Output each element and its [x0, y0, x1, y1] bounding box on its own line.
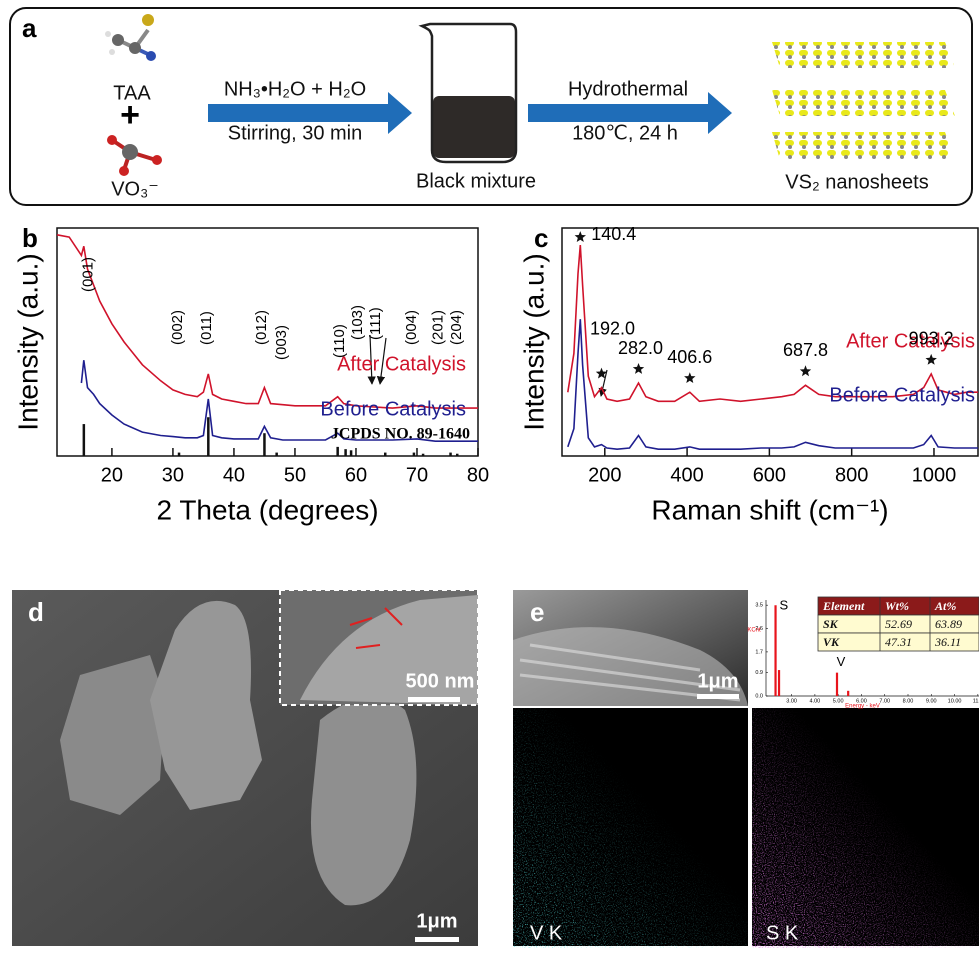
y-axis-title: KCnt [747, 628, 761, 634]
table-cell: 63.89 [935, 617, 962, 631]
vo3-molecule [107, 135, 162, 176]
figure: a TAA + VO₃⁻ NH₃•H₂O + H₂O Stirring, 30 … [0, 0, 979, 958]
y-tick-label: 1.7 [755, 649, 763, 655]
y-axis-title: Intensity (a.u.) [12, 253, 43, 430]
peak-label: (204) [448, 310, 465, 345]
peak-label: 192.0 [590, 318, 635, 338]
reactant: VO₃⁻ [111, 178, 159, 200]
x-tick-label: 40 [223, 464, 245, 486]
x-tick-label: 5.00 [833, 698, 844, 704]
x-tick-label: 3.00 [786, 698, 797, 704]
scale-label: 1μm [416, 910, 457, 932]
panel-label: e [530, 597, 544, 627]
x-tick-label: 80 [467, 464, 489, 486]
peak-star [926, 354, 937, 365]
table-header: Wt% [885, 599, 909, 613]
nanosheets [772, 42, 955, 160]
panel-label: c [534, 223, 548, 253]
peak-label: 993.2 [909, 329, 954, 349]
step-condition: 180℃, 24 h [572, 122, 678, 144]
peak-star [575, 231, 586, 242]
table-header: Element [822, 599, 865, 613]
x-tick-label: 30 [162, 464, 184, 486]
peak-label: 687.8 [783, 340, 828, 360]
sem-image [12, 590, 478, 946]
beaker [422, 24, 516, 162]
peak-label: (103) [349, 305, 366, 340]
eds-table: Element Wt% At% SK 52.69 63.89 VK 47.31 36.11 [818, 597, 979, 651]
table-header: At% [934, 599, 956, 613]
x-tick-label: 8.00 [903, 698, 914, 704]
panel-label: d [28, 597, 44, 627]
element-label: V [837, 654, 846, 669]
x-tick-label: 60 [345, 464, 367, 486]
peak-label: (001) [80, 257, 97, 292]
peak-label: 282.0 [618, 338, 663, 358]
x-tick-label: 200 [588, 464, 621, 486]
legend-label: Before Catalysis [320, 398, 466, 420]
x-tick-label: 400 [670, 464, 703, 486]
table-cell: 36.11 [934, 635, 961, 649]
step-condition: Stirring, 30 min [228, 122, 363, 144]
legend-label: After Catalysis [337, 353, 466, 375]
element-map [513, 708, 979, 946]
peak-label: (111) [367, 307, 384, 340]
peak-label: (003) [273, 325, 290, 360]
x-tick-label: 9.00 [926, 698, 937, 704]
x-axis-title: 2 Theta (degrees) [156, 494, 378, 525]
y-tick-label: 3.5 [755, 603, 763, 609]
taa-molecule [105, 14, 156, 61]
scale-label: 1μm [697, 670, 738, 692]
table-cell: 52.69 [885, 617, 912, 631]
panel-label: a [22, 13, 37, 43]
peak-label: (012) [253, 310, 270, 345]
peak-label: 406.6 [667, 347, 712, 367]
x-tick-label: 4.00 [810, 698, 821, 704]
peak-label: 140.4 [591, 224, 636, 244]
peak-label: (011) [198, 311, 215, 345]
table-cell: VK [823, 635, 840, 649]
peak-star [684, 372, 695, 383]
y-axis-title: Intensity (a.u.) [518, 253, 549, 430]
step-condition: Hydrothermal [568, 78, 688, 100]
x-axis-title: Energy - keV [845, 704, 880, 710]
x-tick-label: 600 [753, 464, 786, 486]
peak-star [633, 363, 644, 374]
map-label: V K [530, 922, 563, 944]
x-tick-label: 20 [101, 464, 123, 486]
y-tick-label: 0.0 [755, 693, 763, 699]
peak-label: (004) [403, 310, 420, 345]
x-tick-label: 7.00 [879, 698, 890, 704]
legend-label: Before Catalysis [829, 384, 975, 406]
x-tick-label: 70 [406, 464, 428, 486]
x-axis-title: Raman shift (cm⁻¹) [651, 494, 888, 525]
x-tick-label: 11.0 [973, 698, 979, 704]
reference-label: JCPDS NO. 89-1640 [331, 426, 470, 443]
table-cell: SK [823, 617, 839, 631]
y-tick-label: 0.9 [755, 670, 763, 676]
x-tick-label: 50 [284, 464, 306, 486]
x-tick-label: 1000 [912, 464, 957, 486]
peak-star [800, 365, 811, 376]
element-label: S [780, 597, 789, 612]
plus: + [120, 96, 140, 134]
step-condition: NH₃•H₂O + H₂O [224, 78, 366, 100]
panel-label: b [22, 223, 38, 253]
intermediate: Black mixture [416, 170, 536, 192]
product: VS₂ nanosheets [785, 171, 928, 193]
peak-label: (201) [429, 310, 446, 345]
x-tick-label: 800 [835, 464, 868, 486]
peak-label: (002) [169, 310, 186, 345]
map-label: S K [766, 922, 799, 944]
x-tick-label: 10.00 [948, 698, 962, 704]
peak-label: (110) [331, 324, 348, 358]
table-cell: 47.31 [885, 635, 912, 649]
scale-label: 500 nm [406, 670, 475, 692]
